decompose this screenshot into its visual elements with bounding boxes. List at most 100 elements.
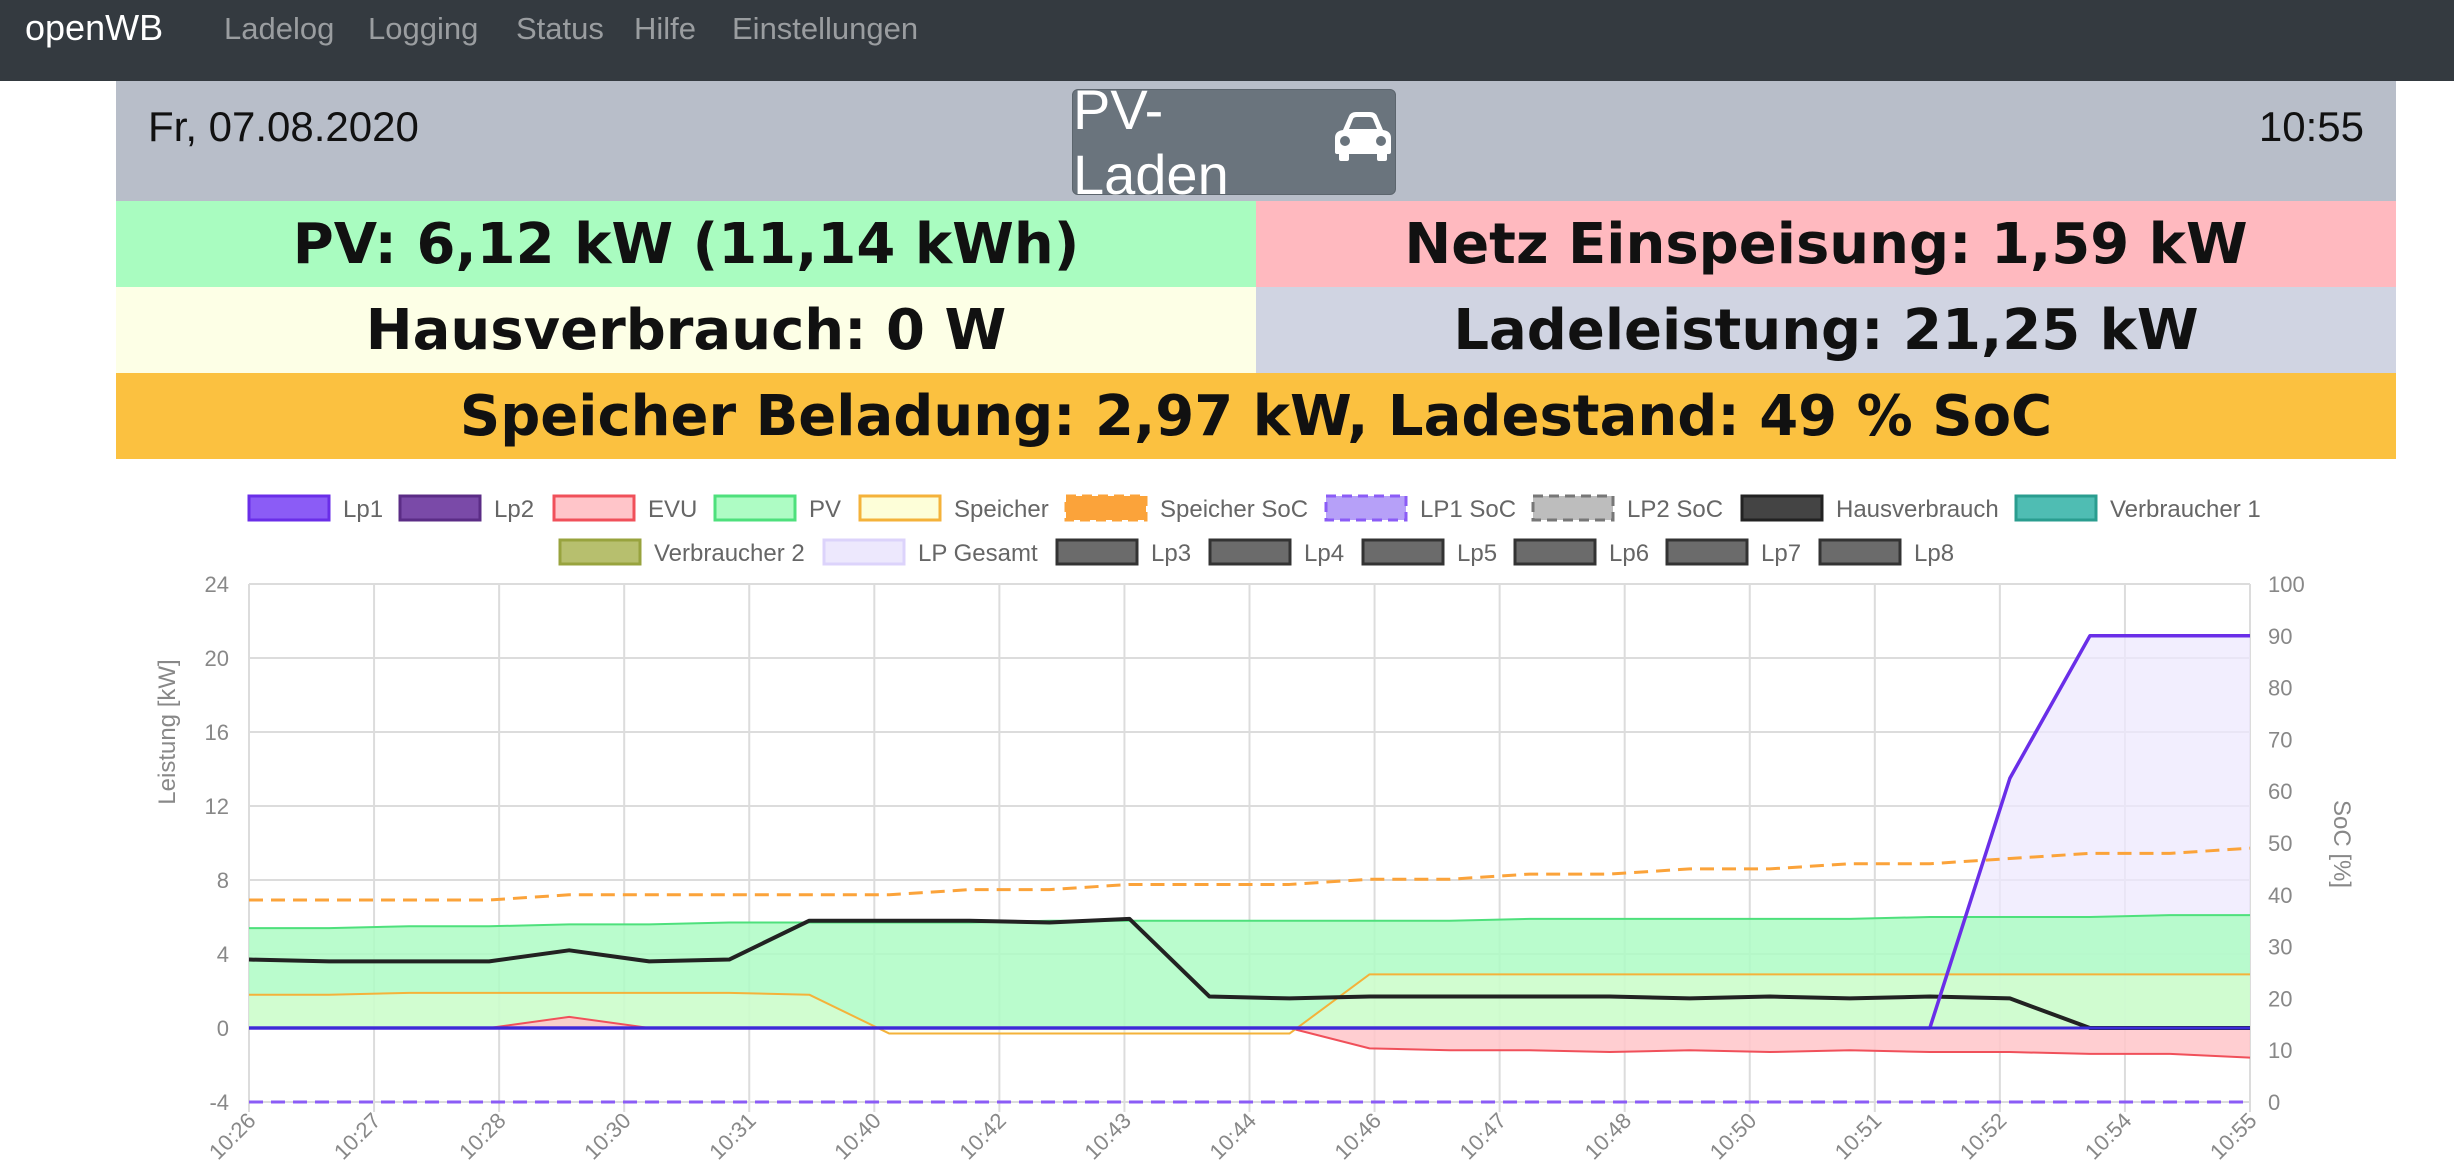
legend-label[interactable]: Verbraucher 1 (2110, 496, 2261, 523)
legend-label[interactable]: Lp3 (1151, 540, 1191, 567)
legend-swatch[interactable] (398, 494, 482, 522)
y2-tick-label: 0 (2268, 1090, 2280, 1115)
x-tick-label: 10:44 (1204, 1108, 1261, 1165)
x-tick-label: 10:43 (1079, 1108, 1136, 1165)
legend-swatch[interactable] (1531, 494, 1615, 522)
y-tick-label: -4 (209, 1090, 229, 1115)
legend-swatch[interactable] (1740, 494, 1824, 522)
netz-value: Netz Einspeisung: 1,59 kW (1404, 211, 2248, 277)
y2-tick-label: 100 (2268, 572, 2305, 597)
legend-swatch[interactable] (2014, 494, 2098, 522)
legend-swatch[interactable] (713, 494, 797, 522)
nav-hilfe[interactable]: Hilfe (634, 11, 697, 46)
current-time: 10:55 (2258, 103, 2364, 150)
x-tick-label: 10:26 (204, 1108, 261, 1165)
x-tick-label: 10:40 (829, 1108, 886, 1165)
legend-swatch[interactable] (1055, 538, 1139, 566)
y-tick-label: 16 (205, 720, 229, 745)
y2-tick-label: 70 (2268, 727, 2292, 752)
power-chart: Lp1 Lp2 EVU PV Speicher Speicher SoC LP1 SoC LP… (154, 494, 2355, 1165)
x-tick-label: 10:50 (1705, 1108, 1762, 1165)
y2-tick-label: 40 (2268, 883, 2292, 908)
legend-swatch[interactable] (858, 494, 942, 522)
y-tick-label: 8 (217, 868, 229, 893)
y2-axis-label: SoC [%] (2328, 800, 2355, 888)
hausverbrauch-value: Hausverbrauch: 0 W (365, 297, 1007, 363)
header-bar: Fr, 07.08.2020 PV-Laden 10:55 (116, 78, 2396, 206)
legend-label[interactable]: Lp1 (343, 496, 383, 523)
legend-label[interactable]: Lp2 (494, 496, 534, 523)
x-tick-label: 10:30 (579, 1108, 636, 1165)
pv-tile: PV: 6,12 kW (11,14 kWh) (116, 201, 1256, 287)
line-speicher (249, 973, 2250, 1035)
line-speicher-soc (249, 846, 2251, 902)
legend-label[interactable]: Lp7 (1761, 540, 1801, 567)
car-icon (1331, 110, 1395, 175)
x-tick-label: 10:31 (704, 1108, 761, 1165)
y2-tick-label: 80 (2268, 676, 2292, 701)
legend-label[interactable]: Lp5 (1457, 540, 1497, 567)
legend-label[interactable]: Lp6 (1609, 540, 1649, 567)
line-hausverbrauch (248, 916, 2250, 1030)
pv-value: PV: 6,12 kW (11,14 kWh) (292, 211, 1080, 277)
y2-tick-label: 10 (2268, 1038, 2292, 1063)
ladeleistung-value: Ladeleistung: 21,25 kW (1453, 297, 2199, 363)
legend-label[interactable]: Speicher SoC (1160, 496, 1308, 523)
nav-einstellungen[interactable]: Einstellungen (732, 11, 919, 46)
legend-swatch[interactable] (1818, 538, 1902, 566)
legend-swatch[interactable] (1064, 494, 1148, 522)
legend-swatch[interactable] (1513, 538, 1597, 566)
y-tick-label: 12 (205, 794, 229, 819)
x-tick-label: 10:28 (454, 1108, 511, 1165)
legend-swatch[interactable] (247, 494, 331, 522)
speicher-tile: Speicher Beladung: 2,97 kW, Ladestand: 4… (116, 373, 2396, 459)
legend-swatch[interactable] (1208, 538, 1292, 566)
x-tick-label: 10:27 (329, 1108, 386, 1165)
x-tick-label: 10:42 (954, 1108, 1011, 1165)
chart-legend: Lp1 Lp2 EVU PV Speicher Speicher SoC LP1 SoC LP… (247, 494, 2261, 567)
y-tick-label: 0 (217, 1016, 229, 1041)
legend-label[interactable]: PV (809, 496, 841, 523)
nav-logging[interactable]: Logging (368, 11, 479, 46)
charge-mode-button[interactable]: PV-Laden (1072, 78, 1396, 206)
legend-label[interactable]: LP1 SoC (1420, 496, 1516, 523)
y2-tick-label: 50 (2268, 831, 2292, 856)
legend-swatch[interactable] (1324, 494, 1408, 522)
brand-logo[interactable]: openWB (25, 7, 164, 48)
legend-label[interactable]: Speicher (954, 496, 1049, 523)
y2-tick-label: 60 (2268, 779, 2292, 804)
y2-tick-label: 20 (2268, 986, 2292, 1011)
hausverbrauch-tile: Hausverbrauch: 0 W (116, 287, 1256, 373)
legend-swatch[interactable] (552, 494, 636, 522)
line-pv (249, 914, 2250, 930)
area-speicher (249, 974, 2250, 1034)
x-tick-label: 10:46 (1329, 1108, 1386, 1165)
legend-label[interactable]: Verbraucher 2 (654, 540, 805, 567)
speicher-value: Speicher Beladung: 2,97 kW, Ladestand: 4… (459, 383, 2053, 449)
legend-swatch[interactable] (558, 538, 642, 566)
legend-swatch[interactable] (1665, 538, 1749, 566)
y-tick-label: 20 (205, 646, 229, 671)
chart-series (248, 634, 2251, 1104)
area-pv (249, 915, 2250, 1028)
legend-label[interactable]: Lp8 (1914, 540, 1954, 567)
x-tick-label: 10:47 (1455, 1108, 1512, 1165)
nav-status[interactable]: Status (516, 11, 604, 46)
navbar: openWB Ladelog Logging Status Hilfe Eins… (0, 0, 2454, 81)
y-tick-label: 4 (217, 942, 229, 967)
legend-swatch[interactable] (822, 538, 906, 566)
legend-label[interactable]: LP2 SoC (1627, 496, 1723, 523)
charge-mode-label: PV-Laden (1073, 78, 1229, 206)
y-axis-label: Leistung [kW] (154, 659, 181, 804)
legend-swatch[interactable] (1361, 538, 1445, 566)
legend-label[interactable]: LP Gesamt (918, 540, 1038, 567)
x-tick-label: 10:51 (1830, 1108, 1887, 1165)
legend-label[interactable]: EVU (648, 496, 697, 523)
x-tick-label: 10:55 (2205, 1108, 2262, 1165)
legend-label[interactable]: Lp4 (1304, 540, 1344, 567)
y2-tick-label: 30 (2268, 935, 2292, 960)
legend-label[interactable]: Hausverbrauch (1836, 496, 1999, 523)
x-tick-label: 10:48 (1580, 1108, 1637, 1165)
nav-ladelog[interactable]: Ladelog (224, 11, 335, 46)
netz-tile: Netz Einspeisung: 1,59 kW (1256, 201, 2396, 287)
